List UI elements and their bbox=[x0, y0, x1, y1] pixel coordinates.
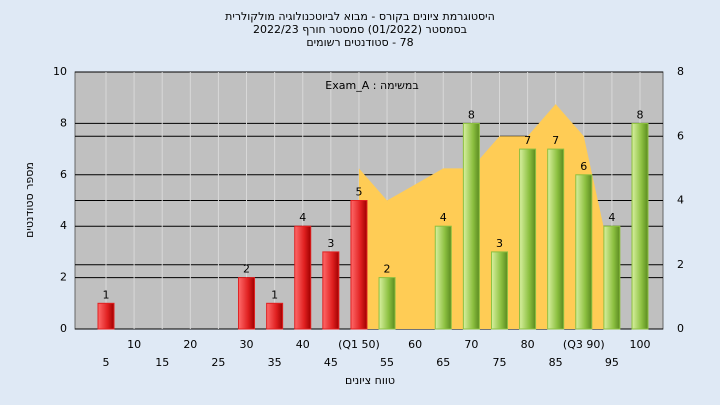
bar bbox=[490, 251, 508, 330]
y-tick-label: 8 bbox=[60, 116, 67, 129]
bar bbox=[519, 148, 537, 330]
x-tick-label: 10 bbox=[127, 338, 141, 351]
y2-tick-label: 8 bbox=[677, 65, 684, 78]
bar bbox=[462, 122, 480, 330]
title-line: בסמסטר (01/2022) סמסטר חורף 2022/23 bbox=[253, 23, 467, 36]
bar-value-label: 8 bbox=[637, 108, 644, 121]
x-tick-label: 30 bbox=[240, 338, 254, 351]
bar bbox=[294, 225, 312, 330]
bar-value-label: 8 bbox=[468, 108, 475, 121]
x-tick-label: 55 bbox=[380, 356, 394, 369]
bar-value-label: 4 bbox=[608, 211, 615, 224]
x-tick-label: 80 bbox=[521, 338, 535, 351]
bar bbox=[238, 277, 256, 330]
x-tick-label: (Q3 90) bbox=[563, 338, 605, 351]
bar-value-label: 3 bbox=[327, 237, 334, 250]
x-tick-label: 35 bbox=[268, 356, 282, 369]
y-axis-label: מספר סטודנטים bbox=[23, 162, 36, 238]
x-tick-label: 85 bbox=[549, 356, 563, 369]
bar bbox=[350, 200, 368, 330]
x-tick-label: 15 bbox=[155, 356, 169, 369]
bar-value-label: 1 bbox=[103, 288, 110, 301]
y2-tick-label: 4 bbox=[677, 194, 684, 207]
x-tick-label: 75 bbox=[492, 356, 506, 369]
bar bbox=[97, 302, 115, 330]
y-tick-label: 4 bbox=[60, 219, 67, 232]
x-tick-label: 20 bbox=[183, 338, 197, 351]
bar-value-label: 7 bbox=[524, 134, 531, 147]
bar bbox=[322, 251, 340, 330]
bar bbox=[266, 302, 284, 330]
x-tick-label: 65 bbox=[436, 356, 450, 369]
bar-value-label: 1 bbox=[271, 288, 278, 301]
x-tick-label: 5 bbox=[103, 356, 110, 369]
x-tick-label: 60 bbox=[408, 338, 422, 351]
bar bbox=[603, 225, 621, 330]
x-tick-label: 95 bbox=[605, 356, 619, 369]
x-tick-label: 100 bbox=[630, 338, 651, 351]
bar-value-label: 2 bbox=[243, 263, 250, 276]
x-tick-label: 40 bbox=[296, 338, 310, 351]
bar bbox=[434, 225, 452, 330]
y2-tick-label: 6 bbox=[677, 129, 684, 142]
bar-value-label: 6 bbox=[580, 160, 587, 173]
bar-value-label: 5 bbox=[355, 186, 362, 199]
title-line: היסטוגרמת ציונים בקורס - מבוא לביוטכנולו… bbox=[225, 10, 495, 23]
bar bbox=[378, 277, 396, 330]
bar-value-label: 2 bbox=[384, 263, 391, 276]
x-tick-label: (Q1 50) bbox=[338, 338, 380, 351]
annotation: במשימה : Exam_A bbox=[325, 79, 418, 92]
x-tick-label: 70 bbox=[464, 338, 478, 351]
y-tick-label: 0 bbox=[60, 322, 67, 335]
x-axis-label: טווח ציונים bbox=[345, 374, 395, 387]
title-line: 78 - סטודנטים רשומים bbox=[306, 36, 413, 49]
x-tick-label: 25 bbox=[211, 356, 225, 369]
bar bbox=[547, 148, 565, 330]
y-tick-label: 2 bbox=[60, 271, 67, 284]
bar bbox=[631, 122, 649, 330]
bar bbox=[575, 174, 593, 330]
bar-value-label: 3 bbox=[496, 237, 503, 250]
y2-tick-label: 2 bbox=[677, 258, 684, 271]
x-tick-label: 45 bbox=[324, 356, 338, 369]
bar-value-label: 4 bbox=[440, 211, 447, 224]
bar-value-label: 7 bbox=[552, 134, 559, 147]
y-tick-label: 10 bbox=[53, 65, 67, 78]
bar-value-label: 4 bbox=[299, 211, 306, 224]
y2-tick-label: 0 bbox=[677, 322, 684, 335]
y-tick-label: 6 bbox=[60, 168, 67, 181]
